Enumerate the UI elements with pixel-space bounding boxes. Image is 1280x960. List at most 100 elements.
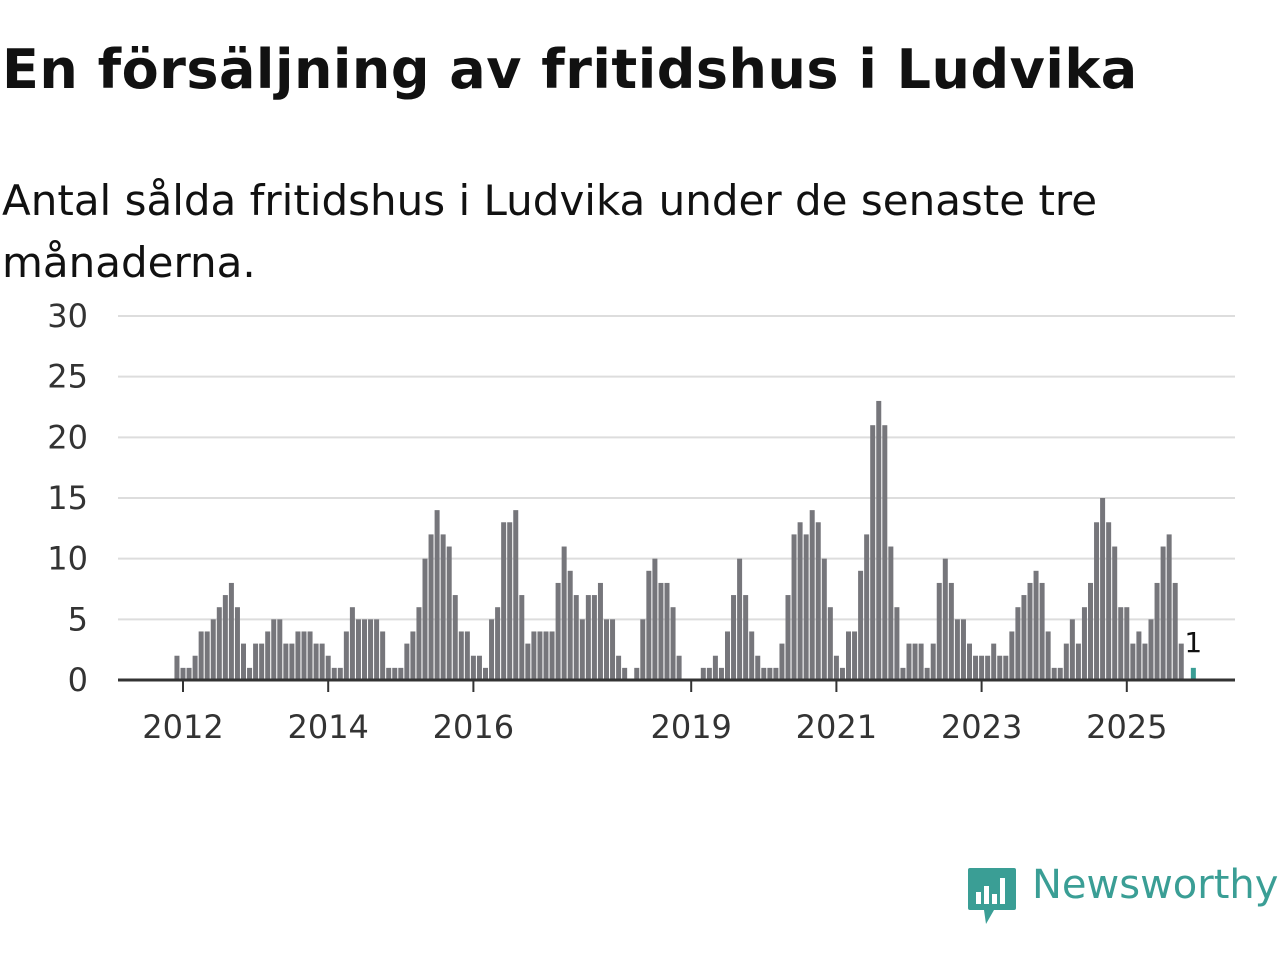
bar — [495, 607, 501, 680]
brand-name: Newsworthy — [1032, 862, 1279, 908]
bar — [725, 631, 730, 680]
bar — [337, 667, 343, 680]
bar — [1130, 643, 1136, 680]
bar — [1094, 522, 1100, 680]
bar — [785, 595, 791, 680]
bar — [295, 631, 301, 680]
y-tick-label: 0 — [68, 661, 88, 699]
bar-latest — [1190, 667, 1196, 680]
last-value-label: 1 — [1184, 626, 1202, 659]
bar — [374, 619, 380, 680]
bar — [452, 595, 458, 680]
bar — [954, 619, 960, 680]
bar — [186, 667, 192, 680]
bar — [440, 534, 446, 680]
bar — [307, 631, 313, 680]
bar — [658, 582, 664, 680]
bar — [549, 631, 555, 680]
bar — [501, 522, 507, 680]
bar — [1003, 655, 1009, 680]
bar — [942, 558, 948, 680]
y-tick-label: 5 — [68, 600, 88, 638]
bar — [779, 643, 785, 680]
bar — [446, 546, 452, 680]
bar — [852, 631, 858, 680]
bar — [846, 631, 851, 680]
bar — [247, 667, 253, 680]
x-axis: 2012 2014 2016 2019 2021 2023 2025 — [118, 678, 1235, 746]
bar — [827, 607, 833, 680]
bar — [222, 595, 228, 680]
bar — [936, 582, 942, 680]
bar — [228, 582, 234, 680]
bar — [470, 655, 476, 680]
bar — [1045, 631, 1051, 680]
bar — [930, 643, 936, 680]
bar — [773, 667, 779, 680]
bar — [803, 534, 809, 680]
bar — [1166, 534, 1172, 680]
bar — [204, 631, 210, 680]
bar — [331, 667, 337, 680]
bar — [924, 667, 930, 680]
bar — [1112, 546, 1118, 680]
bar — [483, 667, 488, 680]
bar — [507, 522, 513, 680]
bar — [597, 582, 603, 680]
bar — [948, 582, 954, 680]
bar — [253, 643, 259, 680]
bar — [458, 631, 464, 680]
bar — [573, 595, 579, 680]
bar — [343, 631, 349, 680]
bar — [604, 619, 609, 680]
bar — [967, 643, 972, 680]
y-tick-label: 25 — [47, 358, 88, 396]
bar — [1106, 522, 1112, 680]
bar — [210, 619, 216, 680]
bar — [973, 655, 979, 680]
bar — [561, 546, 567, 680]
bar — [428, 534, 434, 680]
bar — [894, 607, 900, 680]
bar — [791, 534, 797, 680]
bar — [815, 522, 821, 680]
bar — [979, 655, 985, 680]
bar — [706, 667, 712, 680]
bar — [531, 631, 537, 680]
newsworthy-logo-icon — [968, 868, 1016, 924]
bar — [809, 510, 815, 680]
bar — [888, 546, 894, 680]
chart-subtitle: Antal sålda fritidshus i Ludvika under d… — [2, 176, 1098, 287]
bar — [864, 534, 870, 680]
bar — [543, 631, 549, 680]
bar — [537, 631, 543, 680]
bar — [918, 643, 924, 680]
bar — [1051, 667, 1057, 680]
bar — [398, 667, 404, 680]
bar — [1009, 631, 1015, 680]
bar — [259, 643, 265, 680]
bar — [1015, 607, 1021, 680]
bar — [476, 655, 482, 680]
bar — [700, 667, 706, 680]
x-tick-label: 2021 — [796, 708, 877, 746]
bar — [718, 667, 724, 680]
bar — [858, 570, 864, 680]
bar — [634, 667, 640, 680]
bar — [676, 655, 682, 680]
bar — [906, 643, 912, 680]
bar — [1081, 607, 1087, 680]
bar — [1069, 619, 1075, 680]
bar — [712, 655, 718, 680]
bar — [1100, 498, 1106, 680]
bar — [404, 643, 410, 680]
bar — [234, 607, 240, 680]
gridlines — [118, 315, 1235, 621]
bar — [737, 558, 743, 680]
bar — [652, 558, 658, 680]
bar — [380, 631, 386, 680]
bar — [325, 655, 331, 680]
bar — [1118, 607, 1124, 680]
bar — [755, 655, 761, 680]
